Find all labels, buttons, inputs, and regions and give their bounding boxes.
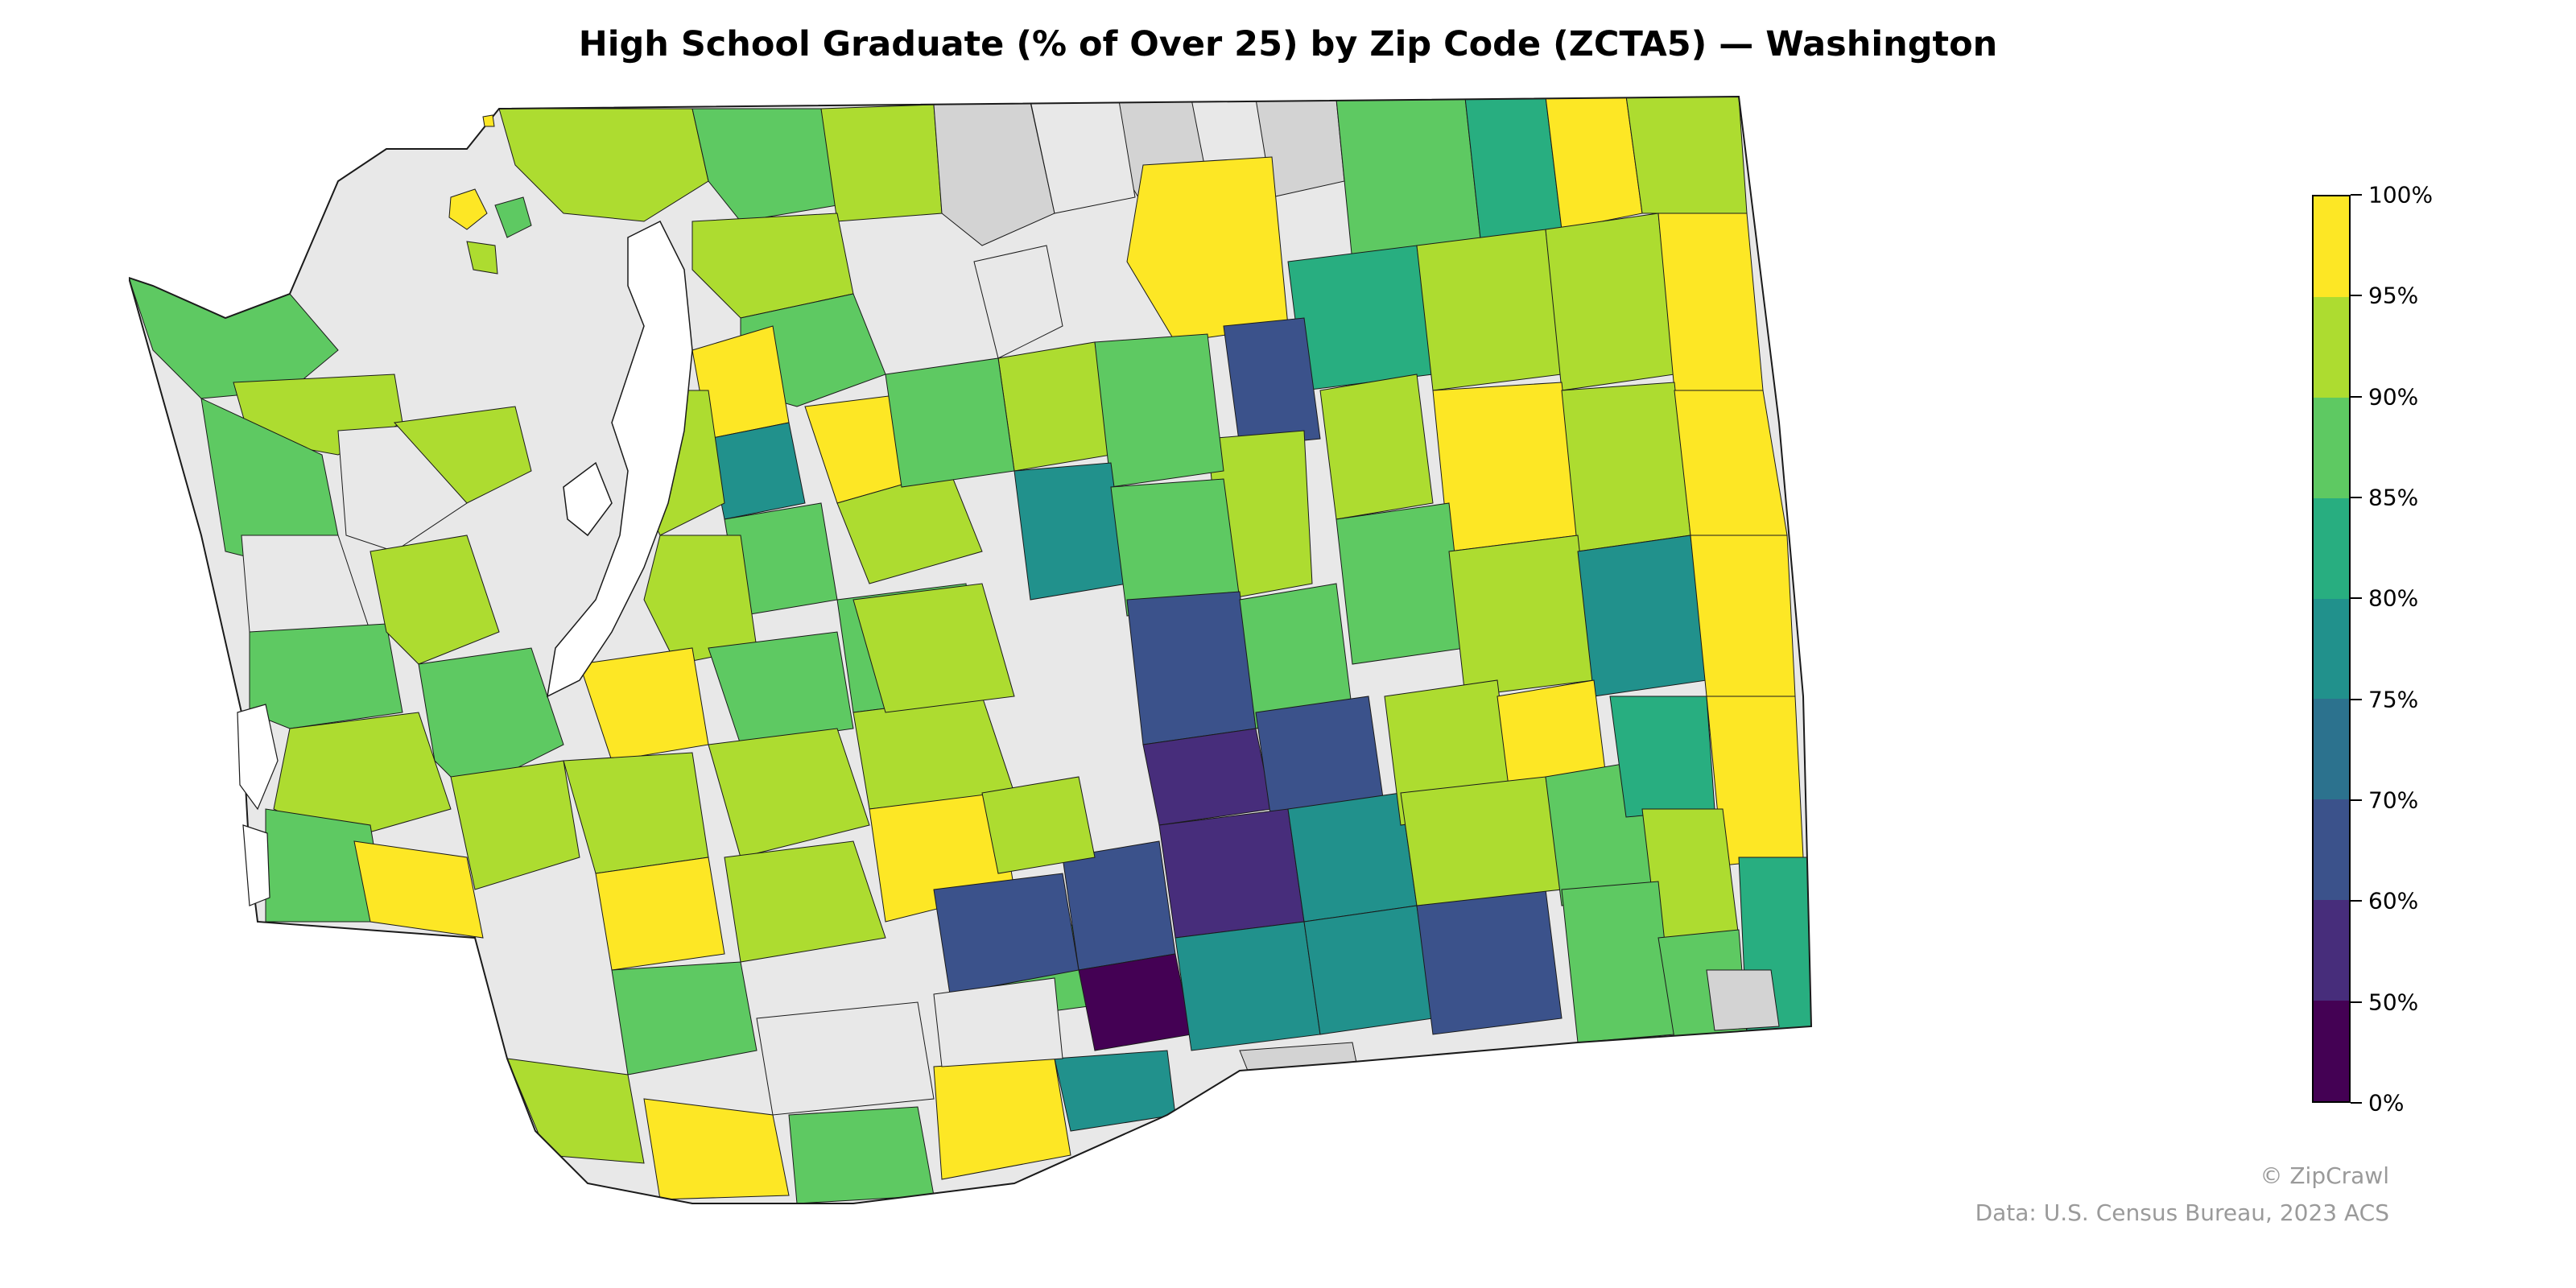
legend-tick	[2351, 395, 2362, 398]
zip-region	[595, 857, 725, 971]
hood-canal-water	[563, 461, 613, 537]
legend-tick-label: 70%	[2368, 786, 2419, 814]
zip-region	[1625, 97, 1748, 214]
legend-tick-label: 80%	[2368, 584, 2419, 612]
zip-region	[1448, 535, 1595, 697]
legend-tick-label: 100%	[2368, 181, 2434, 208]
legend-band	[2314, 397, 2349, 498]
zip-region	[1416, 889, 1563, 1035]
source-credit: Data: U.S. Census Bureau, 2023 ACS	[1975, 1199, 2389, 1226]
legend-colorbar	[2312, 195, 2351, 1103]
zip-region	[1432, 382, 1579, 552]
legend-tick-label: 85%	[2368, 484, 2419, 511]
island	[466, 241, 498, 275]
zip-region	[393, 406, 532, 504]
zip-region	[273, 712, 452, 842]
puget-sound-water	[547, 220, 693, 698]
legend-tick-label: 60%	[2368, 887, 2419, 914]
brand-credit: © ZipCrawl	[2260, 1162, 2389, 1189]
legend-tick-label: 0%	[2368, 1089, 2405, 1117]
legend-band	[2314, 296, 2349, 398]
zip-region	[1287, 792, 1418, 923]
zip-region	[1078, 953, 1192, 1051]
zip-region	[1416, 229, 1563, 391]
zip-region	[1335, 97, 1482, 262]
zip-region	[1657, 213, 1764, 391]
zip-region	[724, 840, 886, 963]
legend-band	[2314, 598, 2349, 700]
zip-region	[1223, 317, 1321, 448]
zip-region	[1464, 97, 1563, 246]
legend-band	[2314, 900, 2349, 1001]
zip-region	[353, 840, 484, 939]
zip-region	[1561, 382, 1691, 552]
choropleth-map	[129, 95, 1813, 1204]
zip-region	[1609, 696, 1715, 818]
zip-region	[1094, 333, 1224, 488]
legend-band	[2314, 699, 2349, 800]
legend-tick-label: 95%	[2368, 282, 2419, 309]
zip-region	[249, 623, 403, 729]
legend-tick	[2351, 194, 2362, 196]
zip-region	[1013, 462, 1128, 601]
zip-region	[852, 583, 1015, 713]
zip-region	[1319, 374, 1434, 520]
zip-region	[1142, 728, 1273, 826]
zip-region	[708, 728, 870, 858]
zip-region	[1400, 776, 1563, 906]
legend-tick	[2351, 1102, 2362, 1104]
legend-tick	[2351, 497, 2362, 498]
legend-tick	[2351, 597, 2362, 600]
map-title: High School Graduate (% of Over 25) by Z…	[578, 24, 1998, 64]
island	[482, 114, 495, 127]
zip-region	[1577, 535, 1707, 697]
zip-region	[691, 108, 838, 222]
zip-region	[708, 631, 854, 745]
zip-region	[611, 961, 758, 1075]
zip-region	[1706, 969, 1780, 1031]
zip-region	[1126, 591, 1257, 745]
zip-region	[1690, 535, 1796, 697]
legend-tick	[2351, 1001, 2362, 1003]
legend-tick	[2351, 698, 2362, 700]
legend-tick	[2351, 295, 2362, 297]
zip-region	[450, 760, 580, 890]
zip-region	[973, 245, 1063, 359]
legend-tick-label: 50%	[2368, 989, 2419, 1016]
zip-region	[1062, 840, 1176, 971]
zip-region	[643, 1098, 790, 1200]
legend-tick-label: 75%	[2368, 686, 2419, 713]
legend-tick	[2351, 900, 2362, 902]
zip-region	[756, 1001, 935, 1116]
zip-region	[788, 1106, 935, 1203]
zip-region	[708, 422, 806, 520]
island	[448, 188, 488, 230]
zip-region	[1303, 905, 1434, 1035]
zip-region	[1174, 921, 1321, 1051]
legend-band	[2314, 196, 2349, 297]
zip-region	[820, 104, 943, 222]
legend-band	[2314, 497, 2349, 599]
zip-region	[1545, 213, 1675, 391]
zip-region	[369, 535, 500, 665]
legend-tick-label: 90%	[2368, 383, 2419, 411]
zip-region	[1335, 502, 1466, 665]
zip-region	[1561, 881, 1675, 1043]
zip-region	[1545, 97, 1643, 230]
state-outline	[129, 95, 1813, 1204]
willapa-bay-water	[242, 824, 270, 906]
zip-region	[933, 977, 1063, 1067]
legend-band	[2314, 799, 2349, 901]
legend-tick	[2351, 799, 2362, 801]
zip-region	[885, 357, 1015, 488]
zip-region	[1158, 808, 1305, 939]
grays-harbor-water	[237, 704, 279, 811]
zip-region	[997, 341, 1112, 472]
zip-region	[981, 776, 1096, 874]
island	[494, 196, 532, 238]
legend-band	[2314, 1001, 2349, 1102]
